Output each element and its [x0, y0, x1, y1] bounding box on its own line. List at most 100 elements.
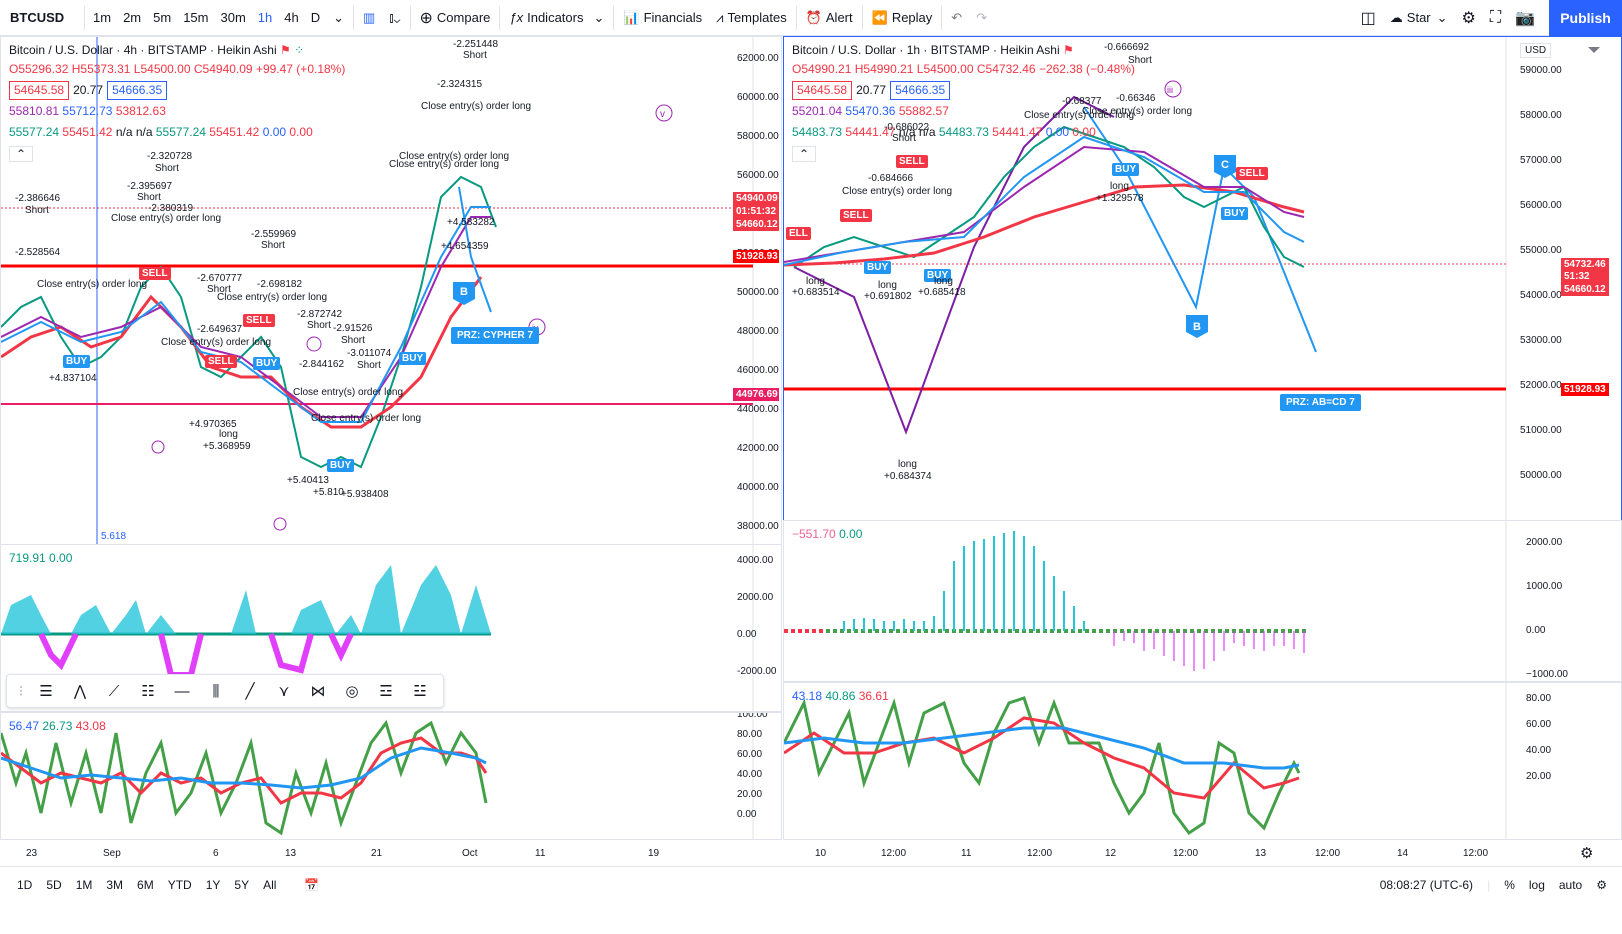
right-v3: n/a — [898, 125, 916, 139]
chart-annotation: -2.324315 — [437, 79, 483, 90]
range-YTD[interactable]: YTD — [167, 877, 192, 892]
chart-settings-icon[interactable]: ⚙ — [1580, 845, 1594, 862]
range-5D[interactable]: 5D — [46, 877, 62, 892]
left-rsi-b: 26.73 — [42, 719, 73, 733]
candle-style-icon[interactable]: ⫾⌄ — [389, 9, 401, 25]
right-rsi-pane[interactable]: 43.18 40.86 36.61 80.00 60.00 40.00 20.00 — [783, 682, 1622, 840]
layout-icon[interactable]: ◫ — [1360, 9, 1376, 27]
sell-tag: ELL — [786, 227, 811, 240]
pattern-line — [458, 186, 492, 313]
date-range-icon[interactable]: 📅 — [304, 877, 320, 892]
compare-button[interactable]: ⊕ Compare — [413, 0, 498, 36]
range-6M[interactable]: 6M — [137, 877, 154, 892]
range-tool-icon[interactable]: ☲ — [379, 683, 393, 700]
left-rsi-chart[interactable] — [1, 713, 782, 840]
lines-tool-icon[interactable]: ☰ — [39, 683, 53, 700]
right-osc-chart[interactable] — [784, 521, 1622, 682]
log-toggle[interactable]: log — [1528, 877, 1545, 892]
interval-4h[interactable]: 4h — [284, 10, 299, 25]
interval-1h[interactable]: 1h — [257, 10, 273, 25]
chart-annotation: +4.583282 — [447, 217, 495, 228]
right-osc-pane[interactable]: −551.70 0.00 2000.00 1000.00 0.00 −1000.00 — [783, 520, 1622, 682]
interval-1m[interactable]: 1m — [93, 10, 112, 25]
settings-icon[interactable]: ⚙ — [1596, 877, 1607, 892]
collapse-legend-button[interactable]: ⌃ — [792, 146, 816, 162]
templates-button[interactable]: ⩘ Templates — [709, 0, 794, 36]
fullscreen-icon[interactable]: ⛶ — [1489, 8, 1502, 26]
prz-abcd-label: PRZ: AB=CD 7 — [1280, 394, 1361, 411]
currency-selector[interactable]: USD — [1520, 43, 1552, 58]
left-rsi-legend: 56.47 26.73 43.08 — [9, 717, 106, 736]
buy-tag: BUY — [63, 355, 91, 368]
chart-annotation: +0.684374 — [884, 471, 932, 482]
left-time-axis[interactable]: 23 Sep 6 13 21 Oct 11 19 — [0, 840, 782, 866]
range-1D[interactable]: 1D — [17, 877, 33, 892]
ray-tool-icon[interactable]: ╱ — [245, 683, 255, 700]
replay-button[interactable]: ⏪ Replay — [865, 0, 940, 36]
camera-icon[interactable]: 📷 — [1515, 9, 1535, 27]
redo-icon[interactable]: ↷ — [976, 9, 988, 25]
right-low: L54500.00 — [916, 62, 974, 76]
range-1Y[interactable]: 1Y — [205, 877, 221, 892]
interval-dropdown-icon[interactable]: ⌄ — [333, 9, 345, 25]
interval-2m[interactable]: 2m — [123, 10, 142, 25]
financials-button[interactable]: 📊 Financials — [616, 0, 709, 36]
right-rsi-chart[interactable] — [784, 683, 1622, 840]
right-high: H54990.21 — [854, 62, 914, 76]
axis-tick-label: 46000.00 — [737, 365, 779, 376]
elliott-tool-icon[interactable]: ⋎ — [278, 683, 290, 700]
trend-tool-icon[interactable]: ⟋ — [108, 682, 120, 700]
left-rsi-pane[interactable]: 56.47 26.73 43.08 100.00 80.00 60.00 40.00 2… — [0, 712, 782, 840]
indicators-button[interactable]: ƒx Indicators ⌄ — [502, 0, 611, 36]
chart-annotation: -2.528564 — [15, 247, 61, 258]
horizontal-line-icon[interactable]: — — [174, 682, 190, 700]
chart-annotation: Close entry(s) order long — [217, 292, 328, 303]
auto-toggle[interactable]: auto — [1558, 877, 1583, 892]
percent-toggle[interactable]: % — [1504, 877, 1515, 892]
interval-15m[interactable]: 15m — [183, 10, 209, 25]
right-time-axis[interactable]: 10 12:00 11 12:00 12 12:00 13 12:00 14 12:00 — [783, 840, 1622, 866]
range-All[interactable]: All — [263, 877, 277, 892]
pattern-tool-icon[interactable]: ⋀ — [73, 683, 87, 700]
drag-handle-icon[interactable]: ⁝ — [18, 683, 24, 700]
chart-annotation: Short — [341, 335, 365, 346]
bar-style-icon[interactable]: ▥ — [363, 9, 376, 25]
alert-button[interactable]: ⏰ Alert — [799, 0, 860, 36]
time-tick-label: 10 — [815, 848, 827, 859]
settings-icon[interactable]: ⚙ — [1461, 9, 1476, 27]
interval-5m[interactable]: 5m — [153, 10, 172, 25]
channel-tool-icon[interactable]: ☷ — [141, 683, 155, 700]
right-main-chart[interactable]: C B iii — [784, 37, 1622, 522]
axis-tick-label: 54000.00 — [1520, 290, 1562, 301]
publish-button[interactable]: Publish — [1549, 0, 1622, 36]
countdown-label: 51:32 — [1561, 270, 1609, 283]
left-main-chart[interactable]: B v iv — [1, 37, 782, 564]
undo-icon[interactable]: ↶ — [951, 9, 963, 25]
axis-tick-label: 51000.00 — [1520, 425, 1562, 436]
interval-30m[interactable]: 30m — [220, 10, 246, 25]
fib-tool-icon[interactable]: ⫼ — [212, 682, 220, 700]
left-v7: 0.00 — [262, 125, 287, 139]
clock[interactable]: 08:08:27 (UTC-6) — [1379, 877, 1474, 892]
chart-annotation: Close entry(s) order long — [37, 279, 148, 290]
axis-tick-label: 57000.00 — [1520, 155, 1562, 166]
range-3M[interactable]: 3M — [106, 877, 124, 892]
ema-red-line — [784, 183, 1305, 267]
xabcd-tool-icon[interactable]: ⋈ — [310, 683, 326, 700]
range-1M[interactable]: 1M — [75, 877, 93, 892]
time-tick-label: 12:00 — [881, 848, 907, 859]
top-toolbar: BTCUSD 1m 2m 5m 15m 30m 1h 4h D ⌄ ▥ ⫾⌄ ⊕ Compare… — [0, 0, 1622, 36]
prz-cypher-label: PRZ: CYPHER 7 — [451, 327, 540, 344]
chart-annotation: -2.649637 — [197, 324, 243, 335]
collapse-legend-button[interactable]: ⌃ — [9, 146, 33, 162]
range-5Y[interactable]: 5Y — [234, 877, 250, 892]
financials-icon: 📊 — [623, 9, 640, 25]
measure-tool-icon[interactable]: ☳ — [413, 683, 427, 700]
left-main-pane[interactable]: B v iv Bitcoin / U.S. Dollar · 4h · BITS… — [0, 36, 782, 564]
right-main-pane[interactable]: C B iii Bitcoin / U.S. Dollar · 1h · BIT… — [783, 36, 1622, 522]
osc-negative-bars — [1113, 631, 1305, 671]
spiral-tool-icon[interactable]: ◎ — [345, 683, 359, 700]
symbol-search[interactable]: BTCUSD — [10, 10, 65, 25]
interval-D[interactable]: D — [310, 10, 321, 25]
star-button[interactable]: ☁ Star ⌄ — [1383, 0, 1455, 36]
